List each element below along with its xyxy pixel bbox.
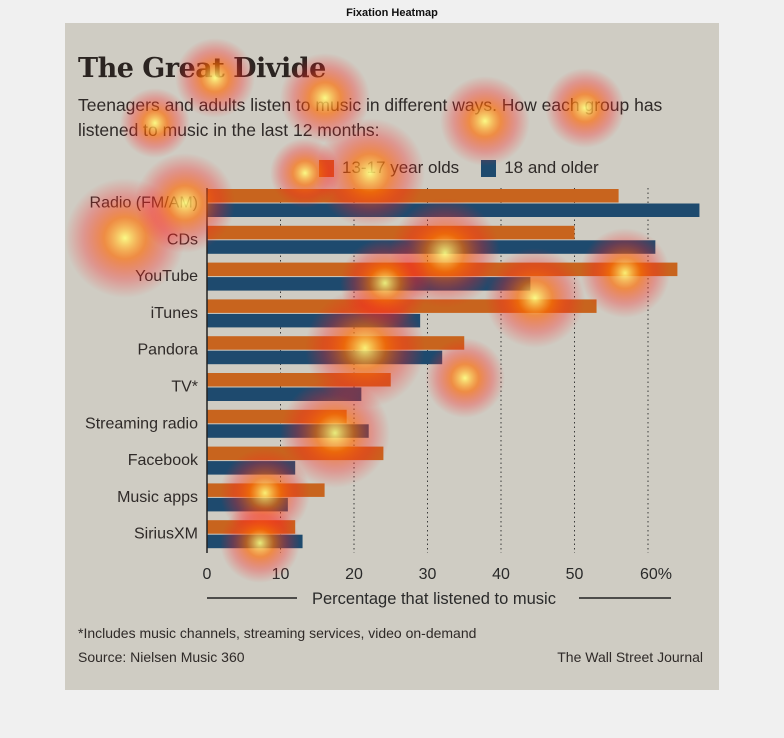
heatmap-spot-1: [315, 118, 425, 228]
heatmap-spot-15: [425, 338, 505, 418]
category-label: Music apps: [117, 489, 198, 506]
x-tick-label: 0: [203, 566, 212, 583]
publisher-credit: The Wall Street Journal: [557, 649, 703, 665]
category-label: Pandora: [138, 342, 199, 359]
category-label: iTunes: [151, 305, 198, 322]
x-tick-label: 20: [345, 566, 363, 583]
bar-teen-1: [207, 225, 575, 240]
heatmap-spot-6: [280, 378, 390, 488]
x-tick-label: 30: [419, 566, 437, 583]
figure-title: Fixation Heatmap: [346, 7, 438, 19]
heatmap-spot-4: [545, 68, 625, 148]
heatmap-spot-10: [485, 248, 585, 348]
heatmap-spot-11: [580, 228, 670, 318]
x-tick-label: 50: [566, 566, 584, 583]
infographic-panel: The Great Divide Teenagers and adults li…: [65, 23, 719, 690]
category-label: TV*: [171, 379, 198, 396]
heatmap-spot-16: [340, 238, 430, 328]
category-label: SiriusXM: [134, 526, 198, 543]
heatmap-spot-8: [220, 503, 300, 583]
category-label: Streaming radio: [85, 415, 198, 432]
source-note: Source: Nielsen Music 360: [78, 649, 245, 665]
heatmap-spot-17: [270, 138, 340, 208]
heatmap-spot-14: [120, 88, 190, 158]
x-tick-label: 60%: [640, 566, 672, 583]
heatmap-spot-3: [440, 76, 530, 166]
legend-label-adult: 18 and older: [504, 158, 599, 177]
heatmap-spot-13: [175, 38, 255, 118]
heatmap-spot-2: [135, 153, 235, 253]
footnote: *Includes music channels, streaming serv…: [78, 625, 477, 641]
x-tick-label: 40: [492, 566, 510, 583]
heatmap-spot-12: [280, 53, 370, 143]
category-label: Facebook: [128, 452, 199, 469]
bar-chart: Radio (FM/AM)CDsYouTubeiTunesPandoraTV*S…: [65, 38, 700, 608]
x-axis-label: Percentage that listened to music: [312, 590, 556, 608]
